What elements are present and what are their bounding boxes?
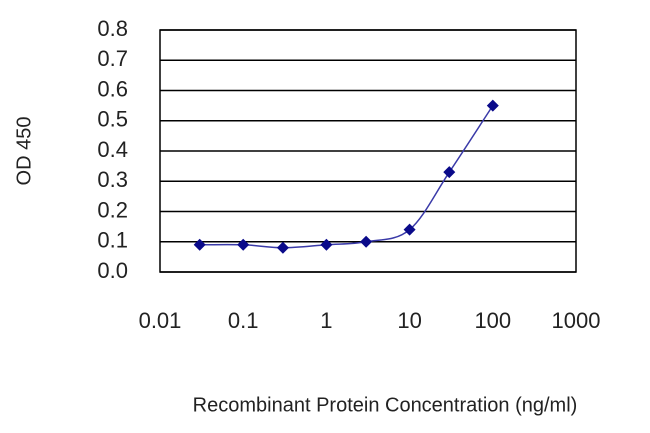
- x-tick-label: 100: [474, 308, 511, 333]
- x-tick-label: 0.1: [228, 308, 259, 333]
- data-point: [403, 223, 416, 236]
- y-axis-title: OD 450: [13, 117, 35, 186]
- data-point: [486, 99, 499, 112]
- y-tick-label: 0.2: [97, 197, 128, 222]
- y-tick-label: 0.1: [97, 228, 128, 253]
- x-tick-label: 10: [397, 308, 421, 333]
- x-axis-title: Recombinant Protein Concentration (ng/ml…: [193, 394, 578, 416]
- y-tick-label: 0.3: [97, 167, 128, 192]
- data-point: [193, 238, 206, 251]
- x-tick-label: 1000: [552, 308, 601, 333]
- x-tick-label: 0.01: [139, 308, 182, 333]
- x-tick-label: 1: [320, 308, 332, 333]
- y-tick-label: 0.8: [97, 16, 128, 41]
- y-tick-label: 0.7: [97, 46, 128, 71]
- y-tick-label: 0.4: [97, 137, 128, 162]
- data-point: [443, 166, 456, 179]
- data-point: [360, 235, 373, 248]
- data-point: [320, 238, 333, 251]
- y-tick-label: 0.5: [97, 107, 128, 132]
- y-tick-label: 0.6: [97, 76, 128, 101]
- data-point: [276, 241, 289, 254]
- y-tick-label: 0.0: [97, 258, 128, 283]
- data-point: [237, 238, 250, 251]
